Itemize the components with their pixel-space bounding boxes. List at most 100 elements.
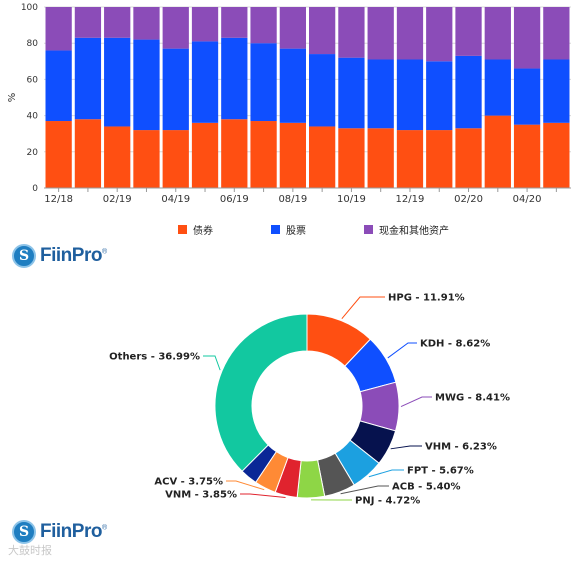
slice-label: VHM - 6.23% xyxy=(425,442,497,453)
bar-segment xyxy=(338,128,365,188)
bar-segment xyxy=(309,126,336,188)
bar-segment xyxy=(191,41,219,123)
bar-legend: 债券 股票 现金和其他资产 xyxy=(178,222,449,237)
slice-label: MWG - 8.41% xyxy=(435,393,510,404)
bar-segment xyxy=(513,68,541,125)
slice-label: FPT - 5.67% xyxy=(407,466,474,477)
y-tick-label: 60 xyxy=(27,75,39,85)
legend-swatch-cash xyxy=(364,225,373,234)
bar-segment xyxy=(279,7,306,49)
legend-label-cash: 现金和其他资产 xyxy=(379,226,449,237)
bar-segment xyxy=(191,7,219,42)
bar-segment xyxy=(367,7,394,60)
bar-segment xyxy=(221,37,248,120)
x-tick-label: 02/20 xyxy=(454,194,483,205)
y-tick-label: 80 xyxy=(27,39,39,49)
bar-segment xyxy=(484,7,511,60)
bar-segment xyxy=(162,48,189,131)
registered-mark: ® xyxy=(101,248,107,256)
fiinpro-logo-text: FiinPro xyxy=(40,245,102,266)
bar-segment xyxy=(309,7,336,55)
x-tick-label: 06/19 xyxy=(220,194,249,205)
bar-segment xyxy=(133,39,160,131)
bar-segment xyxy=(250,43,277,122)
slice-leader-line xyxy=(203,355,221,371)
bar-segment xyxy=(455,55,482,129)
slice-leader-line xyxy=(387,342,417,359)
slice-label: ACV - 3.75% xyxy=(154,477,223,488)
bar-segment xyxy=(543,7,570,60)
fiinpro-logo-icon: S xyxy=(12,244,36,268)
bar-segment xyxy=(338,57,365,129)
slice-leader-line xyxy=(226,480,265,491)
donut-slice xyxy=(214,313,308,472)
bar-segment xyxy=(513,7,541,69)
slice-leader-line xyxy=(400,396,432,408)
x-tick-label: 10/19 xyxy=(337,194,366,205)
bar-segment xyxy=(45,50,72,122)
bar-segment xyxy=(279,122,306,188)
fiinpro-logo-top: S FiinPro® xyxy=(12,244,107,268)
x-tick-label: 08/19 xyxy=(278,194,307,205)
bar-segment xyxy=(74,7,102,38)
bar-segment xyxy=(162,130,189,188)
bar-segment xyxy=(45,121,72,188)
bar-segment xyxy=(543,59,570,123)
donut-chart: HPG - 11.91% KDH - 8.62% MWG - 8.41% VHM - … xyxy=(109,293,510,507)
x-tick-label: 02/19 xyxy=(103,194,132,205)
legend-item-cash[interactable]: 现金和其他资产 xyxy=(364,222,449,237)
bar-segment xyxy=(484,59,511,116)
bar-segment xyxy=(426,61,453,131)
bar-segment xyxy=(45,7,72,51)
bar-segment xyxy=(74,119,102,188)
fiinpro-logo-text: FiinPro® xyxy=(40,245,107,267)
legend-item-bonds[interactable]: 债券 xyxy=(178,222,213,237)
bar-segment xyxy=(133,130,160,188)
x-tick-label: 12/19 xyxy=(396,194,425,205)
bar-segment xyxy=(133,7,160,40)
registered-mark: ® xyxy=(101,524,107,532)
bar-segment xyxy=(191,122,219,188)
bar-segment xyxy=(367,59,394,129)
fiinpro-logo-bottom: S FiinPro® xyxy=(12,520,107,544)
slice-leader-line xyxy=(341,296,385,320)
bar-segment xyxy=(396,59,424,131)
legend-swatch-bonds xyxy=(178,225,187,234)
x-tick-label: 04/19 xyxy=(161,194,190,205)
slice-label: ACB - 5.40% xyxy=(392,482,461,493)
legend-label-bonds: 债券 xyxy=(193,226,213,237)
slice-label: PNJ - 4.72% xyxy=(355,496,420,507)
y-tick-label: 20 xyxy=(27,148,39,158)
bar-segment xyxy=(367,128,394,188)
x-tick-label: 04/20 xyxy=(513,194,542,205)
bar-segment xyxy=(74,37,102,120)
bar-segment xyxy=(543,122,570,188)
slice-leader-line xyxy=(340,485,389,495)
bar-segment xyxy=(396,7,424,60)
y-axis-label: % xyxy=(7,93,18,103)
fiinpro-logo-icon: S xyxy=(12,520,36,544)
bar-segment xyxy=(104,37,131,127)
slice-leader-line xyxy=(390,445,422,450)
bar-segment xyxy=(221,7,248,38)
slice-label: HPG - 11.91% xyxy=(388,293,465,304)
legend-item-stocks[interactable]: 股票 xyxy=(271,222,306,237)
slice-label: KDH - 8.62% xyxy=(420,339,490,350)
slice-label: VNM - 3.85% xyxy=(165,490,237,501)
y-tick-label: 100 xyxy=(21,3,38,13)
bar-segment xyxy=(250,121,277,188)
watermark: 大鼓时报 xyxy=(8,544,52,557)
fiinpro-logo-text: FiinPro xyxy=(40,521,102,542)
bar-segment xyxy=(279,48,306,123)
bar-segment xyxy=(455,128,482,188)
bar-segment xyxy=(426,7,453,62)
legend-label-stocks: 股票 xyxy=(286,226,306,237)
bar-segment xyxy=(221,119,248,188)
x-tick-label: 12/18 xyxy=(44,194,73,205)
bar-segment xyxy=(455,7,482,56)
bar-segment xyxy=(250,7,277,44)
slice-label: Others - 36.99% xyxy=(109,352,200,363)
bar-segment xyxy=(309,54,336,127)
bar-segment xyxy=(104,126,131,188)
bar-segment xyxy=(104,7,131,38)
